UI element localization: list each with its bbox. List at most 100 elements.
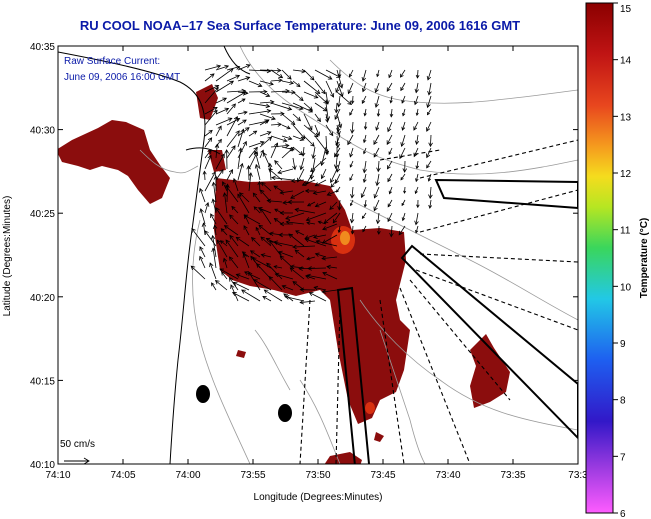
current-vector [401,95,406,104]
colorbar-ticks: 15 14 13 12 11 10 9 8 7 6 [613,2,632,519]
current-vector [398,225,406,236]
current-vector [427,173,432,182]
current-vector [363,199,367,208]
current-vector [248,108,272,115]
current-vector [204,202,210,214]
current-vector [248,172,253,192]
current-vector [373,199,380,212]
current-vector [252,279,272,291]
current-vector [270,102,293,111]
current-vector [336,91,353,105]
current-vector [314,124,321,137]
current-vector [347,82,354,95]
current-vector [270,122,283,127]
current-vector [279,210,294,216]
current-vector [204,73,215,82]
current-vector [292,244,316,250]
current-vector [249,250,261,258]
current-vector [211,198,217,214]
current-vector [266,262,283,280]
current-vector [414,95,419,106]
current-vector [400,82,406,92]
current-vector [361,212,367,220]
current-vector [199,187,206,203]
current-vector [288,233,305,247]
current-vector [325,124,334,137]
current-vector [376,160,381,173]
current-vector [314,201,327,208]
current-vector [273,265,283,269]
current-vector [289,264,305,270]
current-vector [305,168,316,186]
colorbar [585,2,614,514]
current-vector [400,173,406,181]
current-vector [215,107,230,115]
current-vector [226,65,241,71]
current-vector [210,213,217,225]
current-vector [237,127,250,137]
current-vector [222,192,228,214]
current-vector [388,147,393,155]
current-vector [350,225,355,235]
current-vector [304,238,327,247]
current-vector [376,108,381,117]
current-vector [237,128,245,148]
x-tick-label: 73:35 [500,470,525,481]
current-vector [248,130,258,137]
current-vector [426,121,432,132]
scale-label: 50 cm/s [60,439,95,450]
current-vector [248,146,258,159]
current-vector [387,212,393,223]
current-vector [321,256,338,261]
current-vector [237,64,251,71]
x-tick-label: 73:45 [370,470,395,481]
bathymetry-contours [139,46,578,464]
current-vector [322,223,338,231]
current-vector [415,173,419,183]
current-vector [215,80,235,93]
current-vector [375,173,380,187]
current-vector [251,236,261,247]
current-vector [336,95,342,108]
current-vector [229,214,239,225]
current-vector [415,160,419,170]
current-vector [213,175,219,192]
current-vector [349,160,354,168]
current-vector [399,147,406,160]
current-vector [215,117,233,126]
current-vector [324,135,330,156]
current-vector [306,221,316,225]
current-vector [375,212,381,225]
current-vector [281,113,296,126]
current-vector [204,137,213,148]
current-vector [274,272,294,280]
current-vector [281,124,291,130]
current-vector [294,207,316,214]
current-vector [311,146,316,160]
current-vector [362,160,367,174]
current-vector [389,95,393,104]
current-vector [204,171,216,192]
current-vector [388,186,393,195]
current-vector [334,147,341,158]
current-vector [326,190,338,196]
current-vector [415,225,419,234]
current-vector [237,162,244,181]
current-vector [416,199,420,209]
current-vector [232,177,239,192]
current-vector [232,281,250,291]
current-vector [387,160,393,170]
current-vector [281,80,294,85]
current-vector [336,69,344,89]
colorbar-tick-label: 10 [620,282,632,293]
current-vector [334,108,341,120]
current-vector [199,208,206,225]
colorbar-tick-label: 14 [620,56,632,67]
current-vector [414,134,420,145]
current-vector [199,255,206,269]
current-vector [287,199,305,205]
current-vector [210,234,217,258]
station-marker [278,404,292,422]
current-vector [299,287,316,293]
current-vector [401,199,406,207]
